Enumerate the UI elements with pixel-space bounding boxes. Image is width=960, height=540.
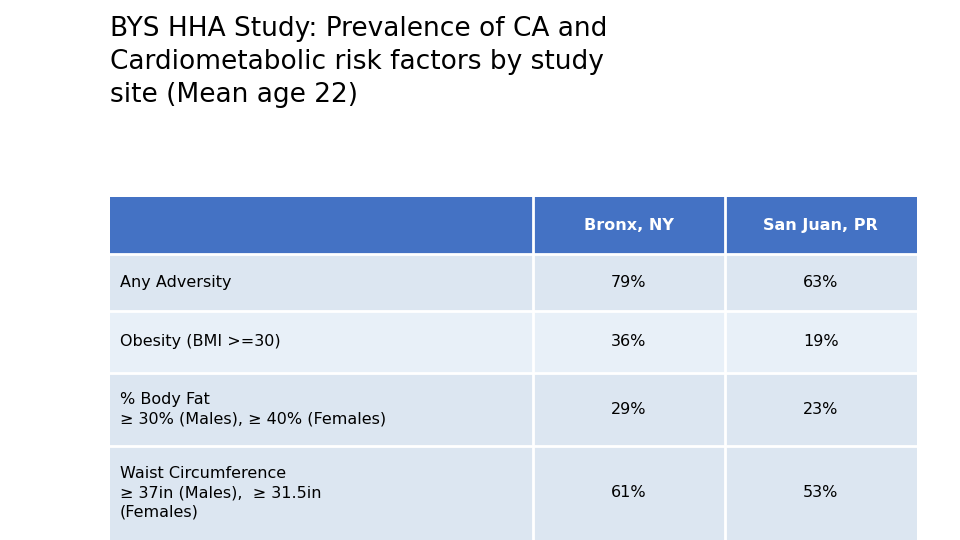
Text: Waist Circumference
≥ 37in (Males),  ≥ 31.5in
(Females): Waist Circumference ≥ 37in (Males), ≥ 31…: [120, 466, 322, 519]
Text: San Juan, PR: San Juan, PR: [763, 218, 878, 233]
Text: Bronx, NY: Bronx, NY: [584, 218, 674, 233]
Text: 36%: 36%: [612, 334, 646, 349]
Text: BYS HHA Study: Prevalence of CA and
Cardiometabolic risk factors by study
site (: BYS HHA Study: Prevalence of CA and Card…: [110, 16, 608, 108]
Text: 61%: 61%: [611, 485, 647, 500]
Text: 19%: 19%: [803, 334, 839, 349]
Text: 53%: 53%: [804, 485, 838, 500]
Text: 79%: 79%: [612, 275, 646, 289]
Text: Any Adversity: Any Adversity: [120, 275, 231, 289]
Text: 23%: 23%: [804, 402, 838, 416]
Text: Obesity (BMI >=30): Obesity (BMI >=30): [120, 334, 280, 349]
Text: 63%: 63%: [804, 275, 838, 289]
Text: 29%: 29%: [612, 402, 646, 416]
Text: % Body Fat
≥ 30% (Males), ≥ 40% (Females): % Body Fat ≥ 30% (Males), ≥ 40% (Females…: [120, 392, 386, 426]
